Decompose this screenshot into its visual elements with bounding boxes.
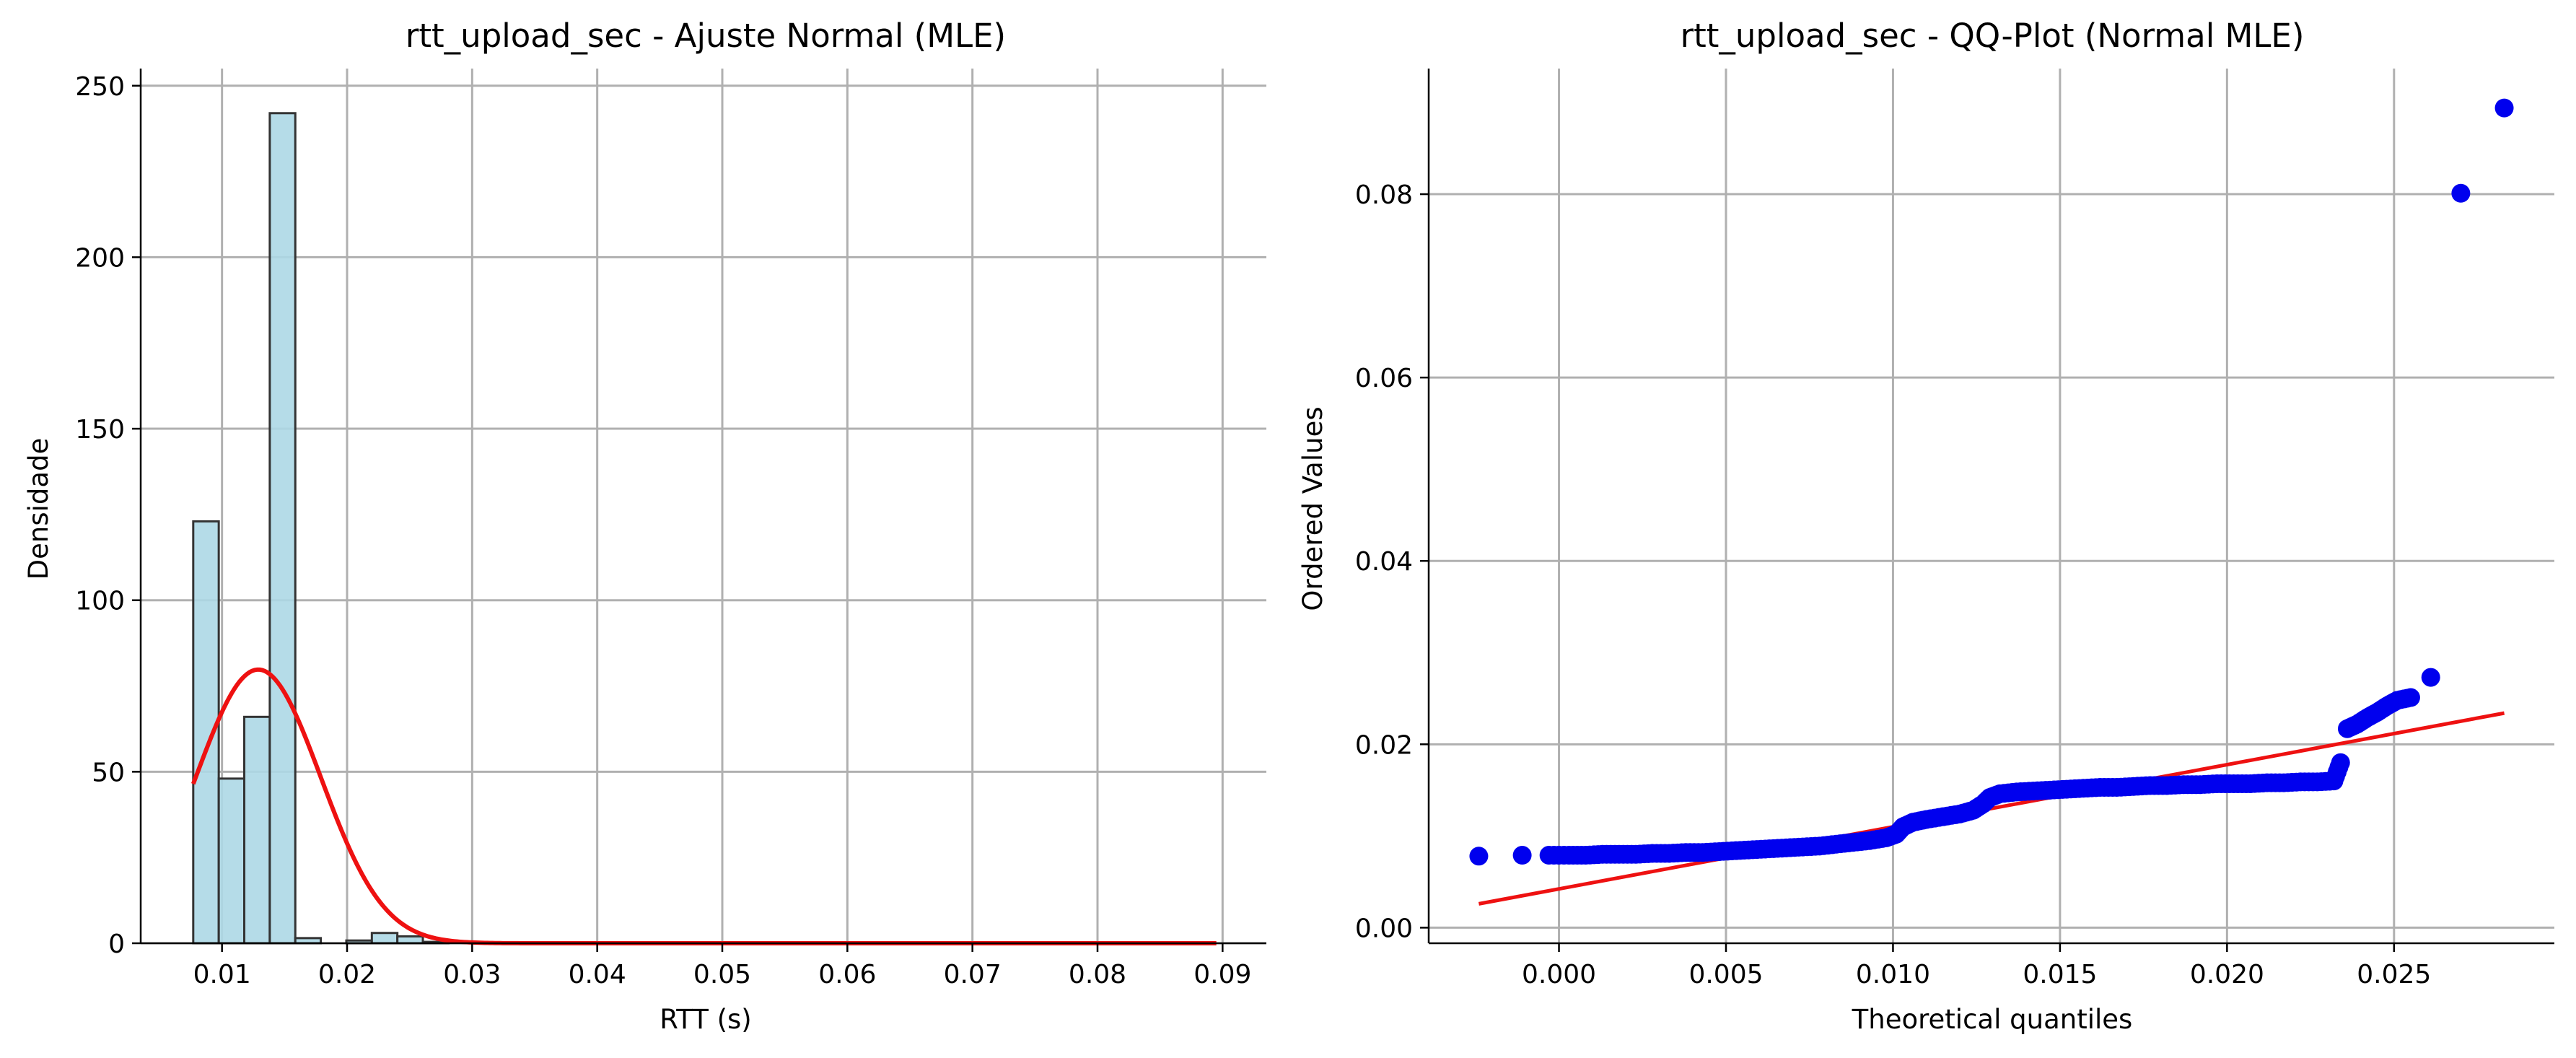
histogram-y-ticks: 0 50 100 150 200 250 (75, 72, 141, 959)
y-tick-label: 0.06 (1355, 364, 1413, 393)
y-tick-label: 0.02 (1355, 730, 1413, 760)
x-tick-label: 0.010 (1856, 960, 1930, 989)
x-tick-label: 0.015 (2023, 960, 2097, 989)
qq-point (2494, 98, 2514, 118)
qq-point (2331, 753, 2350, 772)
x-tick-label: 0.03 (443, 960, 501, 989)
qq-axes (1427, 69, 2554, 945)
histogram-grid (141, 69, 1266, 945)
qq-grid (1429, 69, 2554, 943)
histogram-y-label: Densidade (23, 438, 54, 580)
histogram-title: rtt_upload_sec - Ajuste Normal (MLE) (406, 17, 1006, 55)
y-tick-label: 100 (75, 587, 125, 616)
histogram-x-ticks: 0.01 0.02 0.03 0.04 0.05 0.06 0.07 0.08 0.09 (193, 943, 1251, 989)
qq-x-ticks: 0.000 0.005 0.010 0.015 0.020 0.025 (1522, 943, 2431, 989)
histogram-panel: rtt_upload_sec - Ajuste Normal (MLE) 0.0… (23, 17, 1266, 1035)
y-tick-label: 50 (92, 758, 125, 787)
qq-panel: rtt_upload_sec - QQ-Plot (Normal MLE) 0.… (1297, 17, 2554, 1035)
x-tick-label: 0.000 (1522, 960, 1596, 989)
histogram-axes (139, 69, 1266, 945)
x-tick-label: 0.04 (569, 960, 626, 989)
x-tick-label: 0.08 (1069, 960, 1126, 989)
y-tick-label: 0.04 (1355, 547, 1413, 577)
x-tick-label: 0.06 (818, 960, 876, 989)
histogram-bar (370, 932, 399, 945)
y-tick-label: 0 (108, 930, 125, 959)
x-tick-label: 0.020 (2190, 960, 2264, 989)
qq-point (2451, 183, 2471, 203)
histogram-bar (268, 112, 297, 945)
x-tick-label: 0.025 (2357, 960, 2431, 989)
x-tick-label: 0.09 (1193, 960, 1251, 989)
qq-point (2401, 688, 2420, 707)
y-tick-label: 0.08 (1355, 180, 1413, 210)
x-tick-label: 0.05 (693, 960, 751, 989)
qq-point (1469, 847, 1489, 866)
qq-point (1512, 846, 1532, 865)
x-tick-label: 0.07 (944, 960, 1002, 989)
y-tick-label: 150 (75, 415, 125, 445)
y-tick-label: 0.00 (1355, 914, 1413, 943)
histogram-bar (396, 935, 424, 945)
x-tick-label: 0.005 (1688, 960, 1763, 989)
histogram-x-label: RTT (s) (660, 1004, 751, 1035)
y-tick-label: 200 (75, 243, 125, 273)
qq-y-ticks: 0.00 0.02 0.04 0.06 0.08 (1355, 180, 1429, 943)
histogram-bar (243, 715, 271, 945)
x-tick-label: 0.02 (318, 960, 376, 989)
histogram-bar (217, 777, 246, 945)
y-tick-label: 250 (75, 72, 125, 102)
qq-y-label: Ordered Values (1297, 406, 1328, 611)
x-tick-label: 0.01 (193, 960, 251, 989)
qq-x-label: Theoretical quantiles (1852, 1004, 2133, 1035)
qq-title: rtt_upload_sec - QQ-Plot (Normal MLE) (1681, 17, 2305, 55)
qq-point (2421, 668, 2440, 687)
qq-points (1469, 98, 2514, 866)
